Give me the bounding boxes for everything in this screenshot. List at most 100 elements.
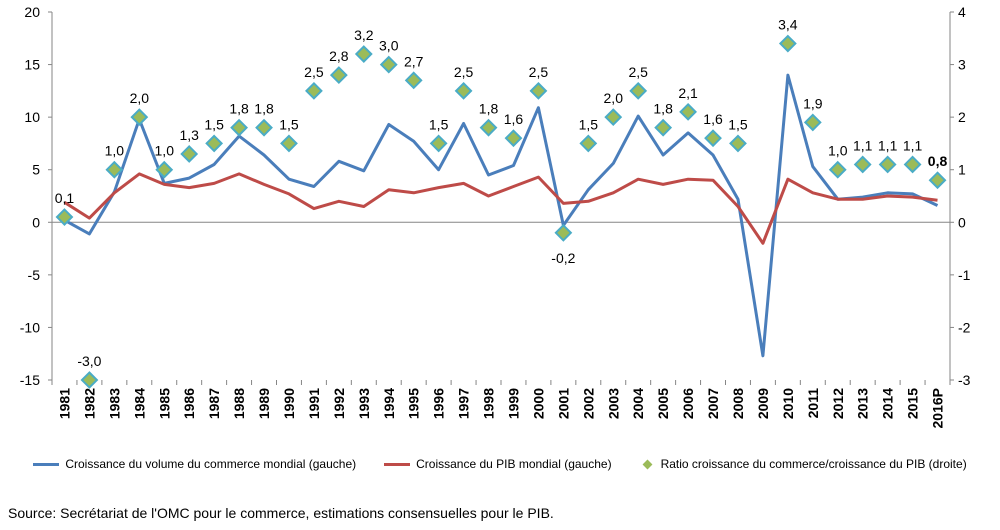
- ratio-point: [903, 155, 922, 174]
- legend-label-trade-volume: Croissance du volume du commerce mondial…: [65, 457, 357, 471]
- ratio-data-label: 1,5: [279, 116, 299, 132]
- ratio-point: [704, 129, 722, 148]
- ratio-point: [529, 81, 548, 100]
- y-right-tick-label: 2: [958, 109, 966, 125]
- ratio-data-label: 1,9: [803, 95, 823, 111]
- x-tick-label: 1987: [206, 388, 222, 419]
- x-tick-label: 1999: [505, 388, 521, 419]
- ratio-data-label: 3,0: [379, 38, 399, 54]
- x-tick-label: 1996: [431, 388, 447, 419]
- x-tick-label: 1995: [406, 388, 422, 419]
- y-right-tick-label: -2: [958, 319, 971, 335]
- ratio-point: [329, 66, 348, 84]
- ratio-point: [105, 160, 124, 179]
- x-tick-label: 2002: [580, 388, 596, 419]
- x-tick-label: 1986: [181, 388, 197, 419]
- x-tick-label: 2008: [730, 388, 746, 419]
- x-tick-label: 1990: [281, 388, 297, 419]
- source-note: Source: Secrétariat de l'OMC pour le com…: [8, 505, 554, 521]
- ratio-data-label: 2,0: [604, 90, 624, 106]
- ratio-point: [504, 129, 523, 148]
- x-tick-label: 2006: [680, 388, 696, 419]
- ratio-point: [305, 81, 323, 100]
- y-left-tick-label: -10: [20, 319, 40, 335]
- ratio-data-label: 2,0: [130, 90, 150, 106]
- ratio-point: [379, 55, 398, 74]
- ratio-point: [729, 134, 747, 153]
- ratio-point: [130, 108, 149, 127]
- ratio-data-label: -0,2: [551, 250, 575, 266]
- x-tick-label: 2003: [605, 388, 621, 419]
- x-tick-label: 2011: [805, 388, 821, 419]
- ratio-data-label: 1,5: [728, 116, 748, 132]
- x-tick-label: 2007: [705, 388, 721, 419]
- ratio-data-label: 1,0: [105, 143, 125, 159]
- x-tick-label: 1989: [256, 388, 272, 419]
- ratio-point: [928, 171, 947, 190]
- legend-swatch-trade-volume: [33, 462, 60, 466]
- y-right-tick-label: -3: [958, 372, 971, 388]
- ratio-point: [80, 371, 99, 389]
- x-tick-label: 2014: [880, 388, 896, 419]
- y-left-tick-label: 5: [32, 162, 40, 178]
- x-tick-label: 2010: [780, 388, 796, 419]
- ratio-point: [878, 155, 897, 174]
- ratio-point: [155, 160, 174, 179]
- ratio-data-label: 1,8: [653, 101, 673, 117]
- y-left-tick-label: 15: [24, 57, 40, 73]
- ratio-point: [778, 34, 797, 53]
- legend-item-ratio: Ratio croissance du commerce/croissance …: [640, 457, 967, 471]
- ratio-point: [853, 155, 872, 174]
- ratio-data-label: 1,8: [229, 101, 249, 117]
- ratio-data-label: 0,8: [928, 153, 948, 169]
- x-tick-label: 2016P: [930, 388, 946, 428]
- ratio-data-label: 2,5: [304, 64, 324, 80]
- ratio-data-label: -3,0: [77, 353, 101, 369]
- x-tick-label: 2001: [555, 388, 571, 419]
- y-left-tick-label: -15: [20, 372, 40, 388]
- ratio-point: [255, 118, 273, 137]
- x-tick-label: 1982: [81, 388, 97, 419]
- x-tick-label: 1988: [231, 388, 247, 419]
- x-tick-label: 1992: [331, 388, 347, 419]
- x-tick-label: 2015: [905, 388, 921, 419]
- legend-label-ratio: Ratio croissance du commerce/croissance …: [660, 457, 967, 471]
- x-tick-label: 1994: [381, 388, 397, 419]
- ratio-point: [354, 45, 373, 63]
- x-tick-label: 1998: [481, 388, 497, 419]
- series-line-gdp: [63, 172, 938, 245]
- ratio-point: [828, 160, 847, 179]
- y-right-tick-label: 4: [958, 4, 966, 20]
- ratio-data-label: 1,5: [204, 116, 224, 132]
- x-tick-label: 2005: [655, 388, 671, 419]
- ratio-point: [629, 81, 648, 100]
- ratio-data-label: 2,5: [454, 64, 474, 80]
- y-right-tick-label: -1: [958, 267, 971, 283]
- x-tick-label: 1991: [306, 388, 322, 419]
- legend-swatch-gdp: [384, 462, 411, 466]
- ratio-data-label: 1,1: [853, 137, 873, 153]
- x-tick-label: 2013: [855, 388, 871, 419]
- ratio-data-label: 1,8: [479, 101, 499, 117]
- ratio-data-label: 3,2: [354, 27, 374, 43]
- ratio-data-label: 1,1: [878, 137, 898, 153]
- x-tick-label: 1993: [356, 388, 372, 419]
- x-tick-label: 1983: [106, 388, 122, 419]
- ratio-point: [554, 223, 573, 242]
- series-line-trade-volume: [63, 73, 939, 358]
- ratio-data-label: 2,5: [628, 64, 648, 80]
- ratio-data-label: 1,0: [828, 143, 848, 159]
- ratio-data-label: 2,8: [329, 48, 349, 64]
- ratio-point: [604, 108, 623, 127]
- ratio-point: [579, 134, 598, 153]
- ratio-point: [654, 118, 673, 137]
- ratio-data-label: 1,5: [429, 116, 449, 132]
- ratio-data-label: 3,4: [778, 17, 798, 33]
- y-right-tick-label: 1: [958, 162, 966, 178]
- ratio-data-label: 2,1: [678, 85, 698, 101]
- ratio-point: [454, 81, 473, 100]
- ratio-point: [55, 208, 74, 226]
- x-tick-label: 2000: [530, 388, 546, 419]
- x-tick-label: 1981: [56, 388, 72, 419]
